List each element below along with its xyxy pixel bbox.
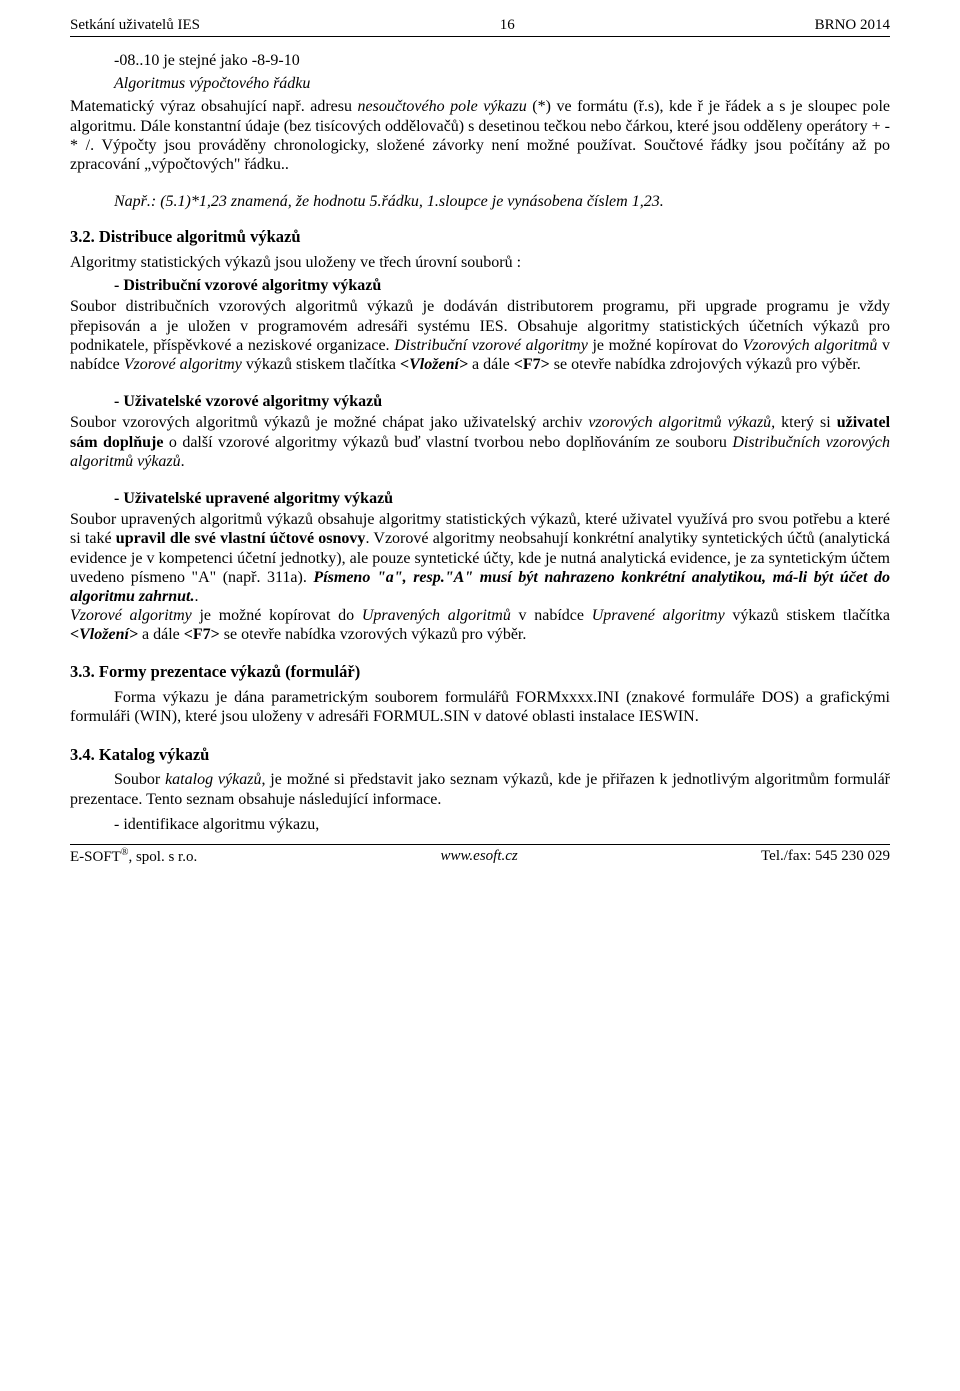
sub-c-m6: a dále [138, 626, 184, 643]
sub-b-m2: o další vzorové algoritmy výkazů buď vla… [163, 434, 732, 451]
sub-c-m5: výkazů stiskem tlačítka [725, 607, 890, 624]
sub-a-m1: je možné kopírovat do [588, 337, 743, 354]
sub-c-m3: je možné kopírovat do [192, 607, 362, 624]
page-header: Setkání uživatelů IES 16 BRNO 2014 [70, 16, 890, 34]
sub-b-it1: vzorových algoritmů výkazů, [588, 414, 775, 431]
sub-c-m4: v nabídce [511, 607, 592, 624]
sub-a-it5: <F7> [514, 356, 550, 373]
p1-text-b: nesoučtového pole výkazu [358, 98, 527, 115]
sub-a-it4: <Vložení> [400, 356, 468, 373]
header-center: 16 [500, 16, 515, 34]
footer-right: Tel./fax: 545 230 029 [761, 847, 890, 866]
header-right: BRNO 2014 [815, 16, 890, 34]
p1-text-a: Matematický výraz obsahující např. adres… [70, 98, 358, 115]
sub-c-body: Soubor upravených algoritmů výkazů obsah… [70, 510, 890, 644]
header-divider [70, 36, 890, 37]
s34-pre: Soubor [114, 771, 165, 788]
section-3-3-body: Forma výkazu je dána parametrickým soubo… [70, 688, 890, 726]
sub-b-end: . [181, 453, 185, 470]
sub-a-end: se otevře nabídka zdrojových výkazů pro … [550, 356, 861, 373]
section-3-4-body: Soubor katalog výkazů, je možné si předs… [70, 770, 890, 808]
sub-a-it1: Distribuční vzorové algoritmy [394, 337, 588, 354]
sub-c-m2: . [195, 588, 199, 605]
sub-b-m1: který si [775, 414, 837, 431]
sub-b-pre: Soubor vzorových algoritmů výkazů je mož… [70, 414, 588, 431]
sub-c-it1: Vzorové algoritmy [70, 607, 192, 624]
section-3-3-title: 3.3. Formy prezentace výkazů (formulář) [70, 662, 890, 682]
s34-it: katalog výkazů [165, 771, 261, 788]
paragraph-1: Matematický výraz obsahující např. adres… [70, 97, 890, 174]
footer-left: E-SOFT®, spol. s r.o. [70, 847, 197, 866]
sub-b-title: - Uživatelské vzorové algoritmy výkazů [114, 392, 890, 411]
sub-a-body: Soubor distribučních vzorových algoritmů… [70, 297, 890, 374]
sub-a-m3: výkazů stiskem tlačítka [242, 356, 400, 373]
algorithm-subtitle: Algoritmus výpočtového řádku [70, 74, 890, 93]
sub-a-title: - Distribuční vzorové algoritmy výkazů [114, 276, 890, 295]
footer-divider [70, 844, 890, 845]
sub-a-m4: a dále [468, 356, 514, 373]
example-line: Např.: (5.1)*1,23 znamená, že hodnotu 5.… [70, 192, 890, 211]
sub-c-it3: Upravené algoritmy [592, 607, 725, 624]
footer-company: E-SOFT [70, 849, 121, 865]
sub-c-bold1: upravil dle své vlastní účtové osnovy [116, 530, 366, 547]
sub-c-it2: Upravených algoritmů [362, 607, 511, 624]
sub-b-body: Soubor vzorových algoritmů výkazů je mož… [70, 413, 890, 471]
page-footer: E-SOFT®, spol. s r.o. www.esoft.cz Tel./… [70, 847, 890, 866]
sub-c-title: - Uživatelské upravené algoritmy výkazů [114, 489, 890, 508]
section-3-4-item: - identifikace algoritmu výkazu, [70, 815, 890, 834]
footer-center: www.esoft.cz [441, 847, 518, 866]
section-3-2-intro: Algoritmy statistických výkazů jsou ulož… [70, 253, 890, 272]
sub-c-it4: <Vložení> [70, 626, 138, 643]
sub-c-it5: <F7> [184, 626, 220, 643]
section-3-4-title: 3.4. Katalog výkazů [70, 745, 890, 765]
sub-a-it2: Vzorových algoritmů [743, 337, 878, 354]
header-left: Setkání uživatelů IES [70, 16, 200, 34]
intro-code-line: -08..10 je stejné jako -8-9-10 [70, 51, 890, 70]
footer-suffix: , spol. s r.o. [128, 849, 197, 865]
section-3-2-title: 3.2. Distribuce algoritmů výkazů [70, 227, 890, 247]
sub-c-end: se otevře nabídka vzorových výkazů pro v… [220, 626, 527, 643]
sub-a-it3: Vzorové algoritmy [124, 356, 242, 373]
